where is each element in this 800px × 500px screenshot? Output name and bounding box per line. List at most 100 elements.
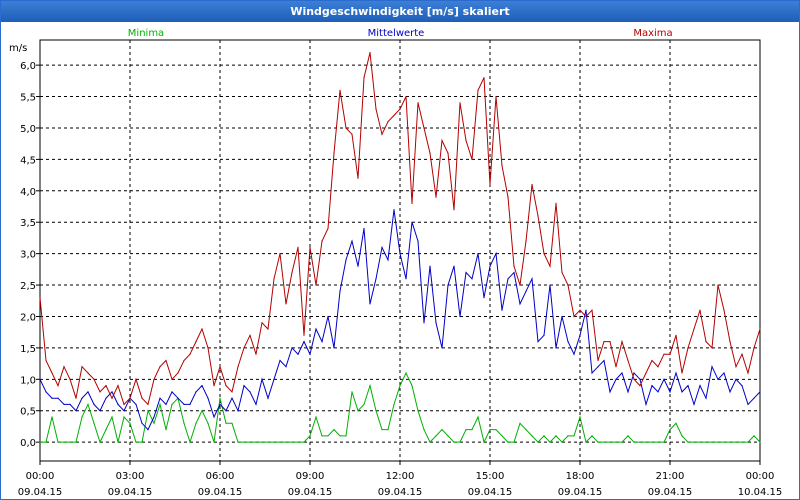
- data-point-mittelwerte: [123, 410, 125, 412]
- data-point-mittelwerte: [543, 334, 545, 336]
- data-point-mittelwerte: [495, 253, 497, 255]
- data-point-maxima: [687, 347, 689, 349]
- data-point-minima: [561, 441, 563, 443]
- data-point-mittelwerte: [561, 315, 563, 318]
- data-point-mittelwerte: [573, 353, 575, 355]
- data-point-mittelwerte: [759, 391, 761, 393]
- data-point-mittelwerte: [81, 397, 83, 399]
- data-point-mittelwerte: [399, 253, 401, 255]
- data-point-minima: [483, 441, 485, 443]
- data-point-maxima: [705, 341, 707, 343]
- data-point-mittelwerte: [135, 403, 137, 405]
- data-point-mittelwerte: [381, 246, 383, 248]
- data-point-maxima: [393, 114, 395, 116]
- data-point-minima: [297, 441, 299, 443]
- data-point-mittelwerte: [249, 391, 251, 393]
- y-tick-label: 2,5: [20, 281, 36, 292]
- x-tick-time: 00:00: [26, 471, 55, 482]
- data-point-minima: [549, 441, 551, 443]
- data-point-mittelwerte: [405, 278, 407, 280]
- data-point-maxima: [279, 253, 281, 255]
- data-point-minima: [243, 441, 245, 443]
- data-point-maxima: [639, 385, 641, 387]
- data-point-maxima: [621, 341, 623, 343]
- data-point-mittelwerte: [651, 385, 653, 387]
- data-point-maxima: [471, 158, 473, 160]
- data-point-mittelwerte: [183, 403, 185, 405]
- data-point-minima: [75, 441, 77, 443]
- data-point-mittelwerte: [567, 341, 569, 343]
- data-point-mittelwerte: [423, 322, 425, 324]
- data-point-mittelwerte: [717, 378, 719, 380]
- data-point-minima: [309, 435, 311, 437]
- data-point-maxima: [381, 133, 383, 135]
- data-point-mittelwerte: [729, 391, 731, 393]
- data-point-maxima: [51, 372, 53, 374]
- y-tick-label: 6,0: [20, 61, 36, 72]
- data-point-minima: [231, 422, 233, 424]
- data-point-maxima: [663, 353, 665, 355]
- data-point-minima: [531, 435, 533, 437]
- data-point-mittelwerte: [339, 290, 341, 292]
- data-point-minima: [417, 410, 419, 412]
- data-point-mittelwerte: [669, 391, 671, 393]
- data-point-minima: [183, 422, 185, 424]
- data-point-minima: [171, 403, 173, 405]
- data-point-mittelwerte: [483, 297, 485, 299]
- y-axis-label: m/s: [9, 43, 27, 54]
- data-point-mittelwerte: [525, 290, 527, 292]
- data-point-maxima: [69, 378, 71, 380]
- data-point-minima: [375, 410, 377, 412]
- data-point-mittelwerte: [111, 391, 113, 393]
- data-point-mittelwerte: [435, 322, 437, 324]
- legend-maxima: Maxima: [633, 28, 672, 39]
- data-point-maxima: [387, 121, 389, 123]
- data-point-maxima: [747, 372, 749, 374]
- data-point-mittelwerte: [177, 397, 179, 399]
- data-point-mittelwerte: [519, 303, 521, 305]
- data-point-mittelwerte: [477, 253, 479, 255]
- data-point-maxima: [723, 309, 725, 311]
- data-point-mittelwerte: [225, 410, 227, 412]
- data-point-mittelwerte: [579, 334, 581, 336]
- data-point-maxima: [249, 334, 251, 336]
- data-point-minima: [303, 441, 305, 443]
- data-point-minima: [543, 435, 545, 437]
- data-point-mittelwerte: [369, 303, 371, 305]
- data-point-mittelwerte: [153, 416, 155, 418]
- data-point-minima: [729, 441, 731, 443]
- data-point-maxima: [267, 328, 269, 330]
- data-point-minima: [759, 441, 761, 443]
- data-point-mittelwerte: [735, 378, 737, 380]
- data-point-mittelwerte: [141, 422, 143, 424]
- data-point-maxima: [177, 372, 179, 374]
- data-point-minima: [567, 435, 569, 437]
- data-point-mittelwerte: [165, 403, 167, 405]
- data-point-mittelwerte: [417, 240, 419, 242]
- data-point-maxima: [375, 108, 377, 110]
- data-point-minima: [447, 435, 449, 437]
- data-point-minima: [525, 429, 527, 431]
- data-point-mittelwerte: [513, 271, 515, 274]
- data-point-minima: [159, 403, 161, 405]
- data-point-minima: [387, 429, 389, 431]
- data-point-maxima: [627, 359, 629, 362]
- data-point-mittelwerte: [285, 366, 287, 368]
- data-point-minima: [333, 429, 335, 431]
- data-point-mittelwerte: [291, 347, 293, 349]
- data-point-minima: [213, 441, 215, 443]
- x-tick-time: 06:00: [206, 471, 235, 482]
- data-point-minima: [351, 391, 353, 393]
- data-point-maxima: [81, 366, 83, 368]
- data-point-minima: [717, 441, 719, 443]
- data-point-maxima: [519, 284, 521, 286]
- data-point-mittelwerte: [411, 221, 413, 223]
- data-point-maxima: [291, 271, 293, 274]
- data-point-minima: [273, 441, 275, 443]
- data-point-maxima: [567, 284, 569, 286]
- data-point-minima: [219, 397, 221, 399]
- data-point-minima: [711, 441, 713, 443]
- data-point-minima: [363, 403, 365, 405]
